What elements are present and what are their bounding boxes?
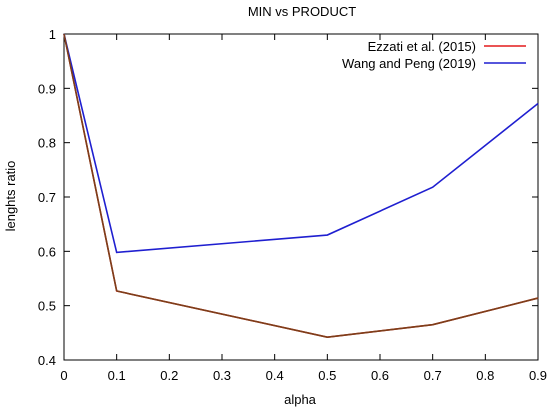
x-tick-label: 0.3 xyxy=(213,368,231,383)
plot-frame xyxy=(63,33,539,361)
legend: Ezzati et al. (2015) Wang and Peng (2019) xyxy=(342,39,526,71)
y-axis-ticks: 0.4 0.5 0.6 0.7 0.8 0.9 1 xyxy=(38,27,538,368)
plot-area xyxy=(63,33,539,361)
legend-label: Wang and Peng (2019) xyxy=(342,56,476,71)
series-line-0-overlay xyxy=(116,290,539,338)
x-tick-label: 0.2 xyxy=(160,368,178,383)
x-tick-label: 0.9 xyxy=(529,368,547,383)
y-axis-title: lenghts ratio xyxy=(3,161,18,232)
y-tick-label: 1 xyxy=(49,27,56,42)
x-tick-label: 0.7 xyxy=(424,368,442,383)
y-tick-label: 0.8 xyxy=(38,136,56,151)
series-line-0 xyxy=(63,33,539,338)
x-tick-label: 0.6 xyxy=(371,368,389,383)
y-tick-label: 0.6 xyxy=(38,244,56,259)
legend-label: Ezzati et al. (2015) xyxy=(368,39,476,54)
x-tick-label: 0.1 xyxy=(108,368,126,383)
chart-title: MIN vs PRODUCT xyxy=(248,4,356,19)
x-tick-label: 0 xyxy=(60,368,67,383)
y-tick-label: 0.7 xyxy=(38,190,56,205)
x-tick-label: 0.8 xyxy=(476,368,494,383)
series-lines xyxy=(63,33,539,338)
y-tick-label: 0.5 xyxy=(38,299,56,314)
y-tick-label: 0.9 xyxy=(38,81,56,96)
series-line-0-overlay-start xyxy=(63,33,118,292)
x-axis-ticks: 0 0.1 0.2 0.3 0.4 0.5 0.6 0.7 0.8 0.9 xyxy=(60,34,547,383)
x-tick-label: 0.4 xyxy=(266,368,284,383)
y-tick-label: 0.4 xyxy=(38,353,56,368)
x-axis-title: alpha xyxy=(284,392,317,407)
x-tick-label: 0.5 xyxy=(318,368,336,383)
